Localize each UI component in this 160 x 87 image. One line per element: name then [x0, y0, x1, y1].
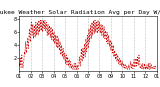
Title: Milwaukee Weather Solar Radiation Avg per Day W/m2/minute: Milwaukee Weather Solar Radiation Avg pe…	[0, 10, 160, 15]
